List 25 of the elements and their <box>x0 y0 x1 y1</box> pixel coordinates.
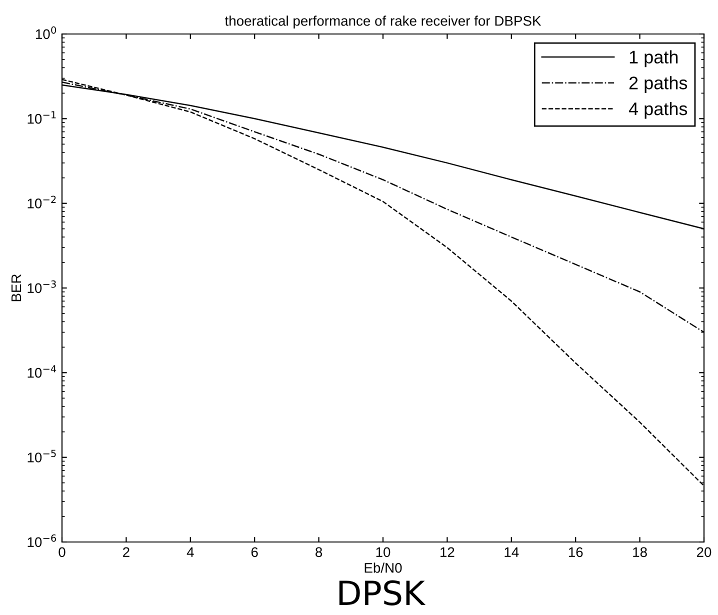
x-tick-label: 10 <box>376 547 390 558</box>
y-tick-label: 10$^{−3}$ <box>28 280 56 294</box>
legend-label: 2 paths <box>629 76 688 93</box>
x-tick-label: 16 <box>568 547 583 558</box>
y-tick-label: 10$^{−4}$ <box>28 365 56 378</box>
y-tick-label: 10$^{−2}$ <box>28 196 56 208</box>
x-tick-label: 12 <box>440 547 454 557</box>
y-tick-label: 10$^{−1}$ <box>28 111 56 124</box>
x-tick-label: 18 <box>633 547 647 558</box>
y-axis-title: BER <box>12 274 22 302</box>
x-tick-label: 2 <box>123 547 130 557</box>
x-tick-label: 0 <box>58 547 66 558</box>
x-tick-label: 20 <box>696 547 712 558</box>
text: DPSK <box>339 580 426 606</box>
legend-label: 1 path <box>630 50 678 68</box>
y-tick-label: 10$^{0}$ <box>36 26 56 40</box>
y-tick-label: 10$^{−5}$ <box>28 450 56 462</box>
legend-label: 4 paths <box>628 102 688 119</box>
x-tick-label: 8 <box>316 547 322 558</box>
y-tick-label: 10$^{−6}$ <box>28 534 56 548</box>
x-axis-title: Eb/N0 <box>364 562 402 573</box>
x-tick-label: 14 <box>504 547 519 557</box>
x-tick-label: 6 <box>251 547 258 558</box>
x-tick-label: 4 <box>186 547 194 557</box>
chart-title: thoeratical performance of rake receiver for DBPSK <box>224 16 542 29</box>
